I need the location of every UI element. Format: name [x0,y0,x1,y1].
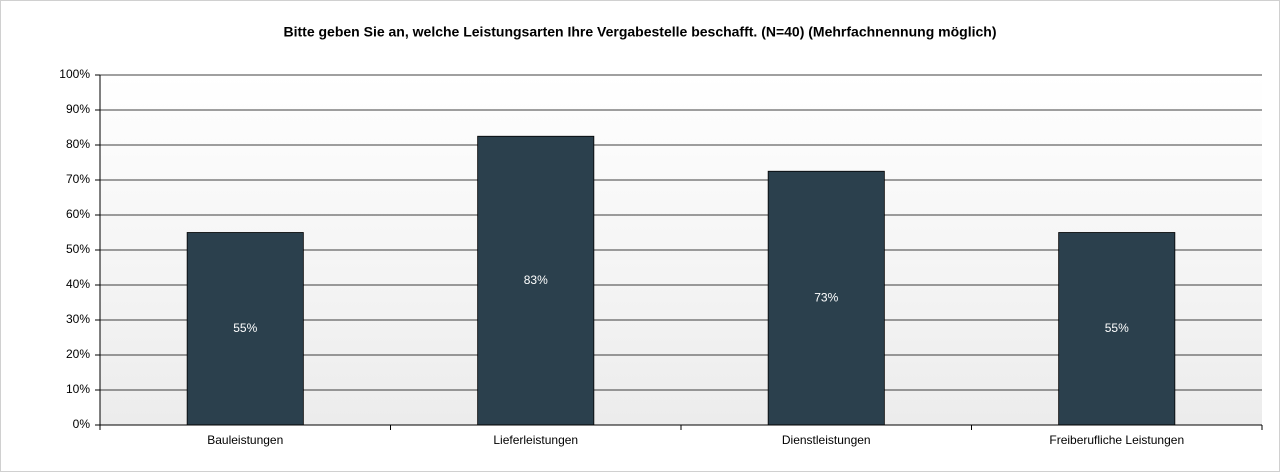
bar [767,170,885,426]
bar [477,135,595,426]
y-tick-label: 90% [66,102,90,116]
x-tick-label: Lieferleistungen [493,433,578,447]
y-tick-label: 10% [66,382,90,396]
x-tick-label: Bauleistungen [207,433,283,447]
y-tick-label: 0% [73,417,91,431]
y-tick-label: 80% [66,137,90,151]
x-tick-label: Dienstleistungen [782,433,871,447]
data-label: 55% [233,321,257,335]
data-label: 55% [1105,321,1129,335]
y-tick-label: 20% [66,347,90,361]
y-tick-label: 50% [66,242,90,256]
y-tick-label: 100% [59,67,90,81]
y-tick-label: 60% [66,207,90,221]
chart-title: Bitte geben Sie an, welche Leistungsarte… [284,24,997,40]
y-tick-label: 70% [66,172,90,186]
data-label: 83% [524,273,548,287]
y-tick-label: 40% [66,277,90,291]
data-label: 73% [814,290,838,304]
bar [1058,232,1176,426]
bar [186,232,304,426]
y-tick-label: 30% [66,312,90,326]
x-tick-label: Freiberufliche Leistungen [1049,433,1184,447]
